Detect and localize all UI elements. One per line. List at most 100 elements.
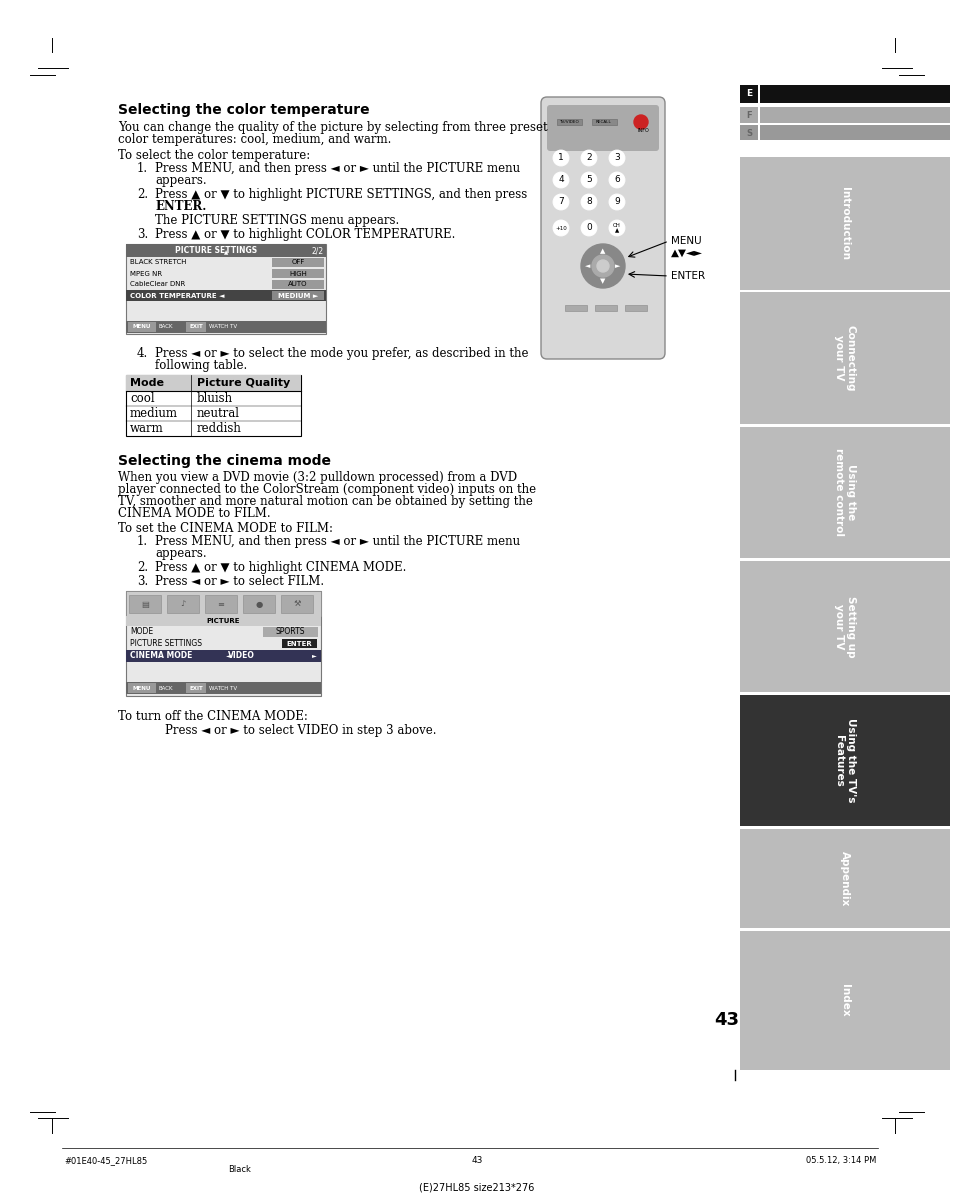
Text: #01E40-45_27HL85: #01E40-45_27HL85 xyxy=(64,1156,147,1166)
Text: ▲▼◄►: ▲▼◄► xyxy=(670,248,702,258)
Circle shape xyxy=(608,220,624,236)
Text: EXIT: EXIT xyxy=(189,686,203,691)
Text: AUTO: AUTO xyxy=(288,282,308,288)
Text: ▤: ▤ xyxy=(141,600,149,608)
Text: bluish: bluish xyxy=(196,392,233,404)
Text: +10: +10 xyxy=(555,225,566,230)
Text: 1: 1 xyxy=(558,154,563,162)
Text: Appendix: Appendix xyxy=(840,851,849,907)
Text: Using the
remote control: Using the remote control xyxy=(833,449,855,537)
Text: MENU: MENU xyxy=(670,236,700,246)
Text: 6: 6 xyxy=(614,175,619,185)
Text: EXIT: EXIT xyxy=(189,324,203,329)
Text: 2/2: 2/2 xyxy=(312,246,324,255)
Bar xyxy=(760,85,949,103)
Text: 0: 0 xyxy=(585,223,591,233)
Text: PICTURE SETTINGS: PICTURE SETTINGS xyxy=(174,246,256,255)
Text: To set the CINEMA MODE to FILM:: To set the CINEMA MODE to FILM: xyxy=(118,523,333,534)
Bar xyxy=(126,245,326,334)
Bar xyxy=(740,157,949,290)
Bar xyxy=(760,125,949,140)
Circle shape xyxy=(553,150,568,166)
Bar xyxy=(126,616,320,626)
Text: INFO: INFO xyxy=(637,129,648,134)
Text: TV/VIDEO: TV/VIDEO xyxy=(558,120,578,124)
Text: To turn off the CINEMA MODE:: To turn off the CINEMA MODE: xyxy=(118,710,308,723)
Text: ●: ● xyxy=(255,600,262,608)
Text: E: E xyxy=(745,89,751,99)
Bar xyxy=(592,119,617,125)
Text: ►: ► xyxy=(615,262,620,268)
Text: neutral: neutral xyxy=(196,407,240,420)
Text: Picture Quality: Picture Quality xyxy=(196,378,290,388)
Text: Press ◄ or ► to select VIDEO in step 3 above.: Press ◄ or ► to select VIDEO in step 3 a… xyxy=(165,724,436,737)
FancyBboxPatch shape xyxy=(546,105,659,152)
Bar xyxy=(126,321,326,333)
Text: MODE: MODE xyxy=(130,628,153,637)
Text: 8: 8 xyxy=(585,198,591,206)
Bar xyxy=(205,595,236,613)
Text: BACK: BACK xyxy=(159,324,173,329)
Text: OFF: OFF xyxy=(291,260,304,266)
Text: 3.: 3. xyxy=(137,575,148,588)
Bar xyxy=(564,305,586,311)
Bar xyxy=(624,305,646,311)
Bar xyxy=(128,322,156,332)
Bar xyxy=(243,595,274,613)
Text: following table.: following table. xyxy=(154,359,247,372)
Text: Press ▲ or ▼ to highlight CINEMA MODE.: Press ▲ or ▼ to highlight CINEMA MODE. xyxy=(154,561,406,574)
Circle shape xyxy=(553,172,568,188)
Text: 2.: 2. xyxy=(137,561,148,574)
Text: Press ▲ or ▼ to highlight COLOR TEMPERATURE.: Press ▲ or ▼ to highlight COLOR TEMPERAT… xyxy=(154,228,455,241)
Text: The PICTURE SETTINGS menu appears.: The PICTURE SETTINGS menu appears. xyxy=(154,214,399,227)
Circle shape xyxy=(592,255,614,277)
Bar xyxy=(126,682,320,694)
Text: 2.: 2. xyxy=(137,188,148,200)
Text: WATCH TV: WATCH TV xyxy=(209,324,237,329)
Text: (E)27HL85 size213*276: (E)27HL85 size213*276 xyxy=(419,1183,534,1193)
Text: ENTER.: ENTER. xyxy=(154,200,206,214)
Text: Mode: Mode xyxy=(130,378,164,388)
Text: medium: medium xyxy=(130,407,178,420)
Text: CableClear DNR: CableClear DNR xyxy=(130,282,185,288)
Text: VIDEO: VIDEO xyxy=(228,651,254,661)
Bar xyxy=(740,125,758,140)
Bar xyxy=(186,322,206,332)
Text: BLACK STRETCH: BLACK STRETCH xyxy=(130,260,186,266)
Circle shape xyxy=(580,245,624,288)
Text: color temperatures: cool, medium, and warm.: color temperatures: cool, medium, and wa… xyxy=(118,132,391,146)
Text: When you view a DVD movie (3:2 pulldown processed) from a DVD: When you view a DVD movie (3:2 pulldown … xyxy=(118,471,517,484)
Text: PICTURE SETTINGS: PICTURE SETTINGS xyxy=(130,639,202,649)
Text: COLOR TEMPERATURE ◄: COLOR TEMPERATURE ◄ xyxy=(130,292,224,298)
Text: ENTER: ENTER xyxy=(286,641,312,647)
Text: Index: Index xyxy=(840,984,849,1016)
Text: RECALL: RECALL xyxy=(596,120,611,124)
Bar xyxy=(272,258,324,267)
Bar xyxy=(272,268,324,278)
Text: 3: 3 xyxy=(614,154,619,162)
Bar xyxy=(126,245,326,256)
Text: F: F xyxy=(745,111,751,119)
Circle shape xyxy=(608,194,624,210)
Bar xyxy=(740,292,949,424)
Text: ENTER: ENTER xyxy=(670,271,704,282)
Text: Selecting the cinema mode: Selecting the cinema mode xyxy=(118,455,331,468)
Text: 05.5.12, 3:14 PM: 05.5.12, 3:14 PM xyxy=(804,1156,875,1166)
Text: MEDIUM ►: MEDIUM ► xyxy=(277,292,317,298)
Text: PICTURE: PICTURE xyxy=(207,618,240,624)
Text: appears.: appears. xyxy=(154,548,207,560)
Text: 1.: 1. xyxy=(137,162,148,175)
Bar xyxy=(186,684,206,693)
Text: ◄: ◄ xyxy=(226,654,231,659)
Text: warm: warm xyxy=(130,422,164,435)
Text: Press MENU, and then press ◄ or ► until the PICTURE menu: Press MENU, and then press ◄ or ► until … xyxy=(154,534,519,548)
Text: ▲: ▲ xyxy=(224,251,228,255)
Text: ⚒: ⚒ xyxy=(293,600,300,608)
Bar xyxy=(557,119,581,125)
Bar xyxy=(128,684,156,693)
Bar xyxy=(281,595,313,613)
Text: TV, smoother and more natural motion can be obtained by setting the: TV, smoother and more natural motion can… xyxy=(118,495,533,508)
Text: player connected to the ColorStream (component video) inputs on the: player connected to the ColorStream (com… xyxy=(118,483,536,496)
Bar xyxy=(740,931,949,1070)
Bar xyxy=(272,291,324,299)
